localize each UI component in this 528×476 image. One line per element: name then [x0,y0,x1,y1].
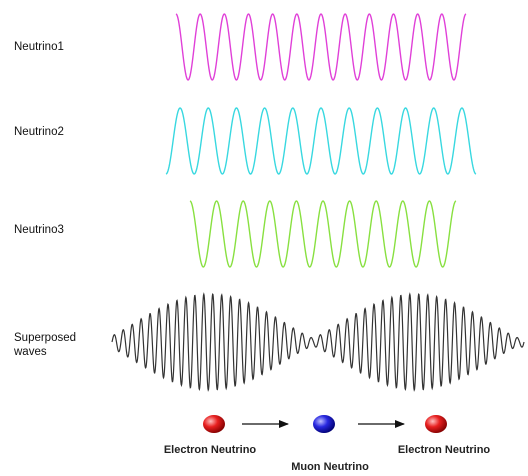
electron-neutrino-ball-1 [203,415,225,433]
superposed-label-line1: Superposed [14,332,76,344]
electron-neutrino-label-2: Electron Neutrino [398,444,491,456]
neutrino3-label: Neutrino3 [14,224,64,236]
superposed-wave [111,292,525,392]
neutrino1-label: Neutrino1 [14,41,64,53]
superposed-label-line2: waves [13,346,47,358]
neutrino1-wave [175,13,467,81]
neutrino2-label: Neutrino2 [14,126,64,138]
muon-neutrino-label: Muon Neutrino [291,461,369,473]
electron-neutrino-label-1: Electron Neutrino [164,444,257,456]
muon-neutrino-ball [313,415,335,433]
electron-neutrino-ball-2 [425,415,447,433]
neutrino3-wave [189,200,457,268]
neutrino2-wave [165,107,477,175]
